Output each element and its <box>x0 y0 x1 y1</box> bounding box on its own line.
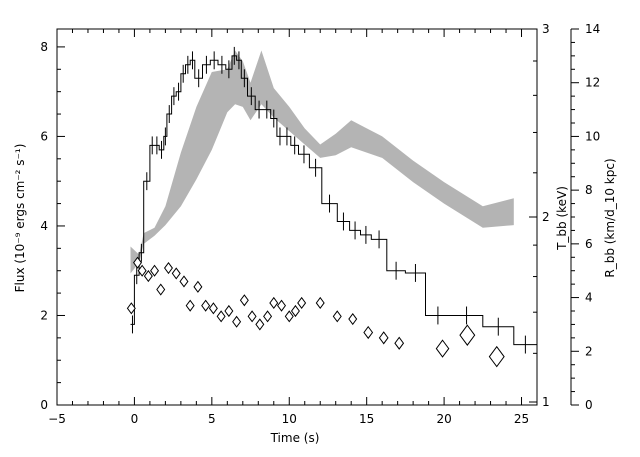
radius-diamond-point <box>232 315 242 328</box>
radius-diamond-point <box>488 345 505 368</box>
y3-tick-label: 12 <box>585 76 600 90</box>
radius-diamond-point <box>163 261 173 275</box>
y3-tick-label: 10 <box>585 129 600 143</box>
radius-diamond-point <box>297 296 307 310</box>
radius-diamond-point <box>201 299 211 312</box>
radius-diamond-layer <box>126 256 505 368</box>
y-axis-label-flux: Flux (10⁻⁹ ergs cm⁻² s⁻¹) <box>13 144 27 293</box>
y3-tick-label: 2 <box>585 344 593 358</box>
radius-diamond-point <box>239 294 249 307</box>
y3-tick-label: 8 <box>585 183 593 197</box>
y-tick-label: 4 <box>40 219 48 233</box>
radius-diamond-point <box>363 325 374 340</box>
temperature-band-layer <box>130 50 514 274</box>
radius-diamond-point <box>216 310 226 323</box>
radius-diamond-point <box>179 275 189 288</box>
radius-diamond-point <box>277 299 287 312</box>
radius-diamond-point <box>263 310 273 323</box>
radius-diamond-point <box>332 310 342 323</box>
radius-diamond-point <box>185 299 195 312</box>
radius-diamond-point <box>290 304 300 318</box>
radius-diamond-point <box>171 267 181 280</box>
radius-diamond-point <box>378 331 389 345</box>
y2-tick-label: 3 <box>542 22 550 36</box>
radius-diamond-point <box>208 302 218 315</box>
y3-tick-label: 4 <box>585 291 593 305</box>
radius-diamond-point <box>284 310 294 323</box>
radius-diamond-point <box>193 280 203 293</box>
radius-diamond-point <box>348 312 358 326</box>
y2-tick-label: 2 <box>542 210 550 224</box>
radius-diamond-point <box>459 324 476 346</box>
radius-diamond-point <box>137 264 147 277</box>
temperature-band <box>130 50 514 274</box>
x-tick-label: 0 <box>131 412 139 426</box>
y3-axis-label-radius: R_bb (km/d_10 kpc) <box>603 158 617 277</box>
radius-diamond-point <box>315 296 325 310</box>
radius-diamond-point <box>126 302 136 315</box>
plot-frame <box>56 28 538 406</box>
y3-tick-label: 6 <box>585 237 593 251</box>
radius-diamond-point <box>133 256 143 269</box>
y2-axis-label-temperature: T_bb (keV) <box>555 186 569 251</box>
x-tick-label: 5 <box>208 412 216 426</box>
x-tick-label: 15 <box>359 412 374 426</box>
radius-diamond-point <box>143 270 153 283</box>
radius-diamond-point <box>255 318 265 331</box>
radius-diamond-point <box>150 264 160 277</box>
x-tick-label: 10 <box>282 412 297 426</box>
radius-diamond-point <box>247 310 257 323</box>
radius-diamond-point <box>435 339 450 358</box>
y-tick-label: 8 <box>40 40 48 54</box>
flux-step-layer <box>130 46 537 354</box>
x-axis-label: Time (s) <box>270 431 320 445</box>
y2-tick-label: 1 <box>542 395 550 409</box>
radius-diamond-point <box>269 296 279 310</box>
y-tick-label: 2 <box>40 308 48 322</box>
y3-tick-label: 0 <box>585 398 593 412</box>
x-tick-label: −5 <box>48 412 66 426</box>
radius-diamond-point <box>156 283 166 296</box>
y3-tick-label: 14 <box>585 22 600 36</box>
flux-step-line <box>130 55 537 346</box>
radius-diamond-point <box>394 336 405 350</box>
x-tick-label: 25 <box>514 412 529 426</box>
y-tick-label: 0 <box>40 398 48 412</box>
radius-diamond-point <box>224 304 234 318</box>
y-tick-label: 6 <box>40 129 48 143</box>
x-tick-label: 20 <box>436 412 451 426</box>
